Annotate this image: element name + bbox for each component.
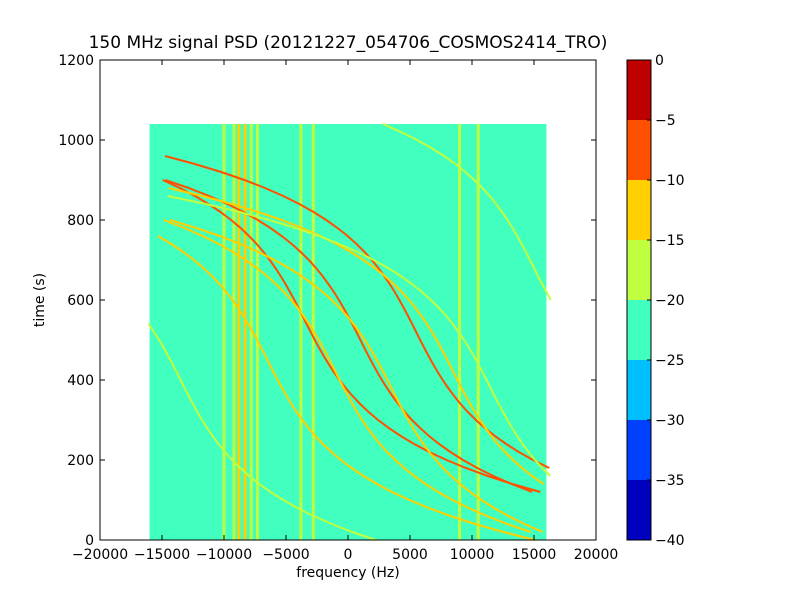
x-tick-label: −20000 [72, 547, 128, 563]
doppler-track [147, 323, 377, 541]
y-axis-ticks: 0 200 400 600 800 1000 1200 [58, 53, 596, 549]
y-tick-label: 800 [67, 213, 94, 229]
y-tick-label: 600 [67, 293, 94, 309]
colorbar-bands [627, 60, 651, 540]
x-tick-label: 0 [344, 547, 353, 563]
colorbar-tick-label: −25 [655, 353, 685, 369]
doppler-track [157, 235, 536, 541]
carrier-line [249, 124, 253, 540]
colorbar-tick-label: −5 [655, 113, 676, 129]
x-tick-label: 5000 [392, 547, 428, 563]
x-tick-label: −5000 [262, 547, 309, 563]
colorbar-band [627, 300, 651, 360]
carrier-line [476, 124, 480, 540]
x-axis-ticks: −20000 −15000 −10000 −5000 0 5000 10000 15000 20… [72, 60, 618, 563]
carrier-line [185, 124, 189, 540]
carrier-line [232, 124, 236, 540]
x-tick-label: 20000 [574, 547, 619, 563]
colorbar-band [627, 60, 651, 120]
doppler-track [167, 195, 552, 477]
colorbar-band [627, 240, 651, 300]
colorbar-ticks: −40 −35 −30 −25 −20 −15 −10 −5 0 [647, 53, 685, 549]
doppler-track [169, 219, 544, 533]
doppler-track [164, 179, 533, 493]
colorbar-band [627, 360, 651, 420]
x-tick-label: 10000 [450, 547, 495, 563]
colorbar-tick-label: −15 [655, 233, 685, 249]
doppler-track [164, 155, 550, 469]
carrier-line [243, 124, 247, 540]
x-tick-label: −15000 [134, 547, 190, 563]
y-tick-label: 0 [85, 533, 94, 549]
colorbar-tick-label: −20 [655, 293, 685, 309]
y-tick-label: 1200 [58, 53, 94, 69]
carrier-line [255, 124, 259, 540]
colorbar-band [627, 120, 651, 180]
spectrogram-heatmap [147, 123, 552, 541]
colorbar-band [627, 180, 651, 240]
carrier-line [222, 124, 226, 540]
colorbar-tick-label: 0 [655, 53, 664, 69]
colorbar: −40 −35 −30 −25 −20 −15 −10 −5 0 [626, 53, 685, 549]
colorbar-tick-label: −10 [655, 173, 685, 189]
chart-title: 150 MHz signal PSD (20121227_054706_COSM… [89, 33, 608, 53]
y-tick-label: 1000 [58, 133, 94, 149]
plot-area: −20000 −15000 −10000 −5000 0 5000 10000 15000 20… [58, 53, 618, 563]
colorbar-band [627, 480, 651, 540]
doppler-track [163, 219, 532, 533]
carrier-line [237, 124, 241, 540]
x-tick-label: −10000 [196, 547, 252, 563]
colorbar-tick-label: −40 [655, 533, 685, 549]
y-axis-label: time (s) [32, 273, 48, 327]
doppler-track [162, 179, 541, 493]
colorbar-tick-label: −30 [655, 413, 685, 429]
doppler-track [382, 123, 552, 301]
colorbar-band [627, 420, 651, 480]
y-tick-label: 400 [67, 373, 94, 389]
x-axis-label: frequency (Hz) [296, 565, 399, 581]
spectrum-background [186, 124, 510, 540]
carrier-line [299, 124, 303, 540]
colorbar-tick-label: −35 [655, 473, 685, 489]
y-tick-label: 200 [67, 453, 94, 469]
x-tick-label: 15000 [512, 547, 557, 563]
